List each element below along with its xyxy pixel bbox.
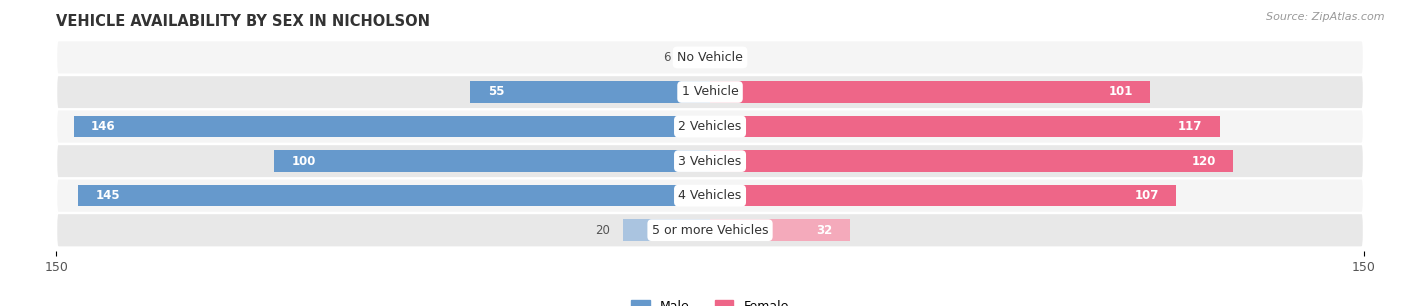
FancyBboxPatch shape	[56, 75, 1364, 109]
Text: 4 Vehicles: 4 Vehicles	[679, 189, 741, 202]
Text: 5 or more Vehicles: 5 or more Vehicles	[652, 224, 768, 237]
Legend: Male, Female: Male, Female	[631, 300, 789, 306]
Text: 117: 117	[1178, 120, 1202, 133]
Text: Source: ZipAtlas.com: Source: ZipAtlas.com	[1267, 12, 1385, 22]
Text: No Vehicle: No Vehicle	[678, 51, 742, 64]
FancyBboxPatch shape	[56, 213, 1364, 248]
Bar	[274, 150, 710, 172]
Text: 1 Vehicle: 1 Vehicle	[682, 85, 738, 99]
Bar	[683, 47, 710, 68]
Text: 120: 120	[1191, 155, 1216, 168]
Text: 3 Vehicles: 3 Vehicles	[679, 155, 741, 168]
Bar	[710, 150, 1233, 172]
Text: 146: 146	[91, 120, 115, 133]
Text: 55: 55	[488, 85, 505, 99]
Text: 32: 32	[815, 224, 832, 237]
Text: 20: 20	[595, 224, 610, 237]
Bar	[710, 81, 1150, 103]
Text: 107: 107	[1135, 189, 1159, 202]
Text: 0: 0	[727, 51, 735, 64]
Bar	[623, 219, 710, 241]
FancyBboxPatch shape	[56, 40, 1364, 75]
FancyBboxPatch shape	[56, 144, 1364, 178]
Text: 100: 100	[291, 155, 316, 168]
Bar	[710, 219, 849, 241]
Bar	[710, 116, 1220, 137]
Text: VEHICLE AVAILABILITY BY SEX IN NICHOLSON: VEHICLE AVAILABILITY BY SEX IN NICHOLSON	[56, 13, 430, 28]
Text: 6: 6	[664, 51, 671, 64]
FancyBboxPatch shape	[56, 178, 1364, 213]
Text: 101: 101	[1108, 85, 1133, 99]
Text: 145: 145	[96, 189, 120, 202]
FancyBboxPatch shape	[56, 109, 1364, 144]
Bar	[710, 185, 1177, 206]
Text: 2 Vehicles: 2 Vehicles	[679, 120, 741, 133]
Bar	[470, 81, 710, 103]
Bar	[73, 116, 710, 137]
Bar	[79, 185, 710, 206]
